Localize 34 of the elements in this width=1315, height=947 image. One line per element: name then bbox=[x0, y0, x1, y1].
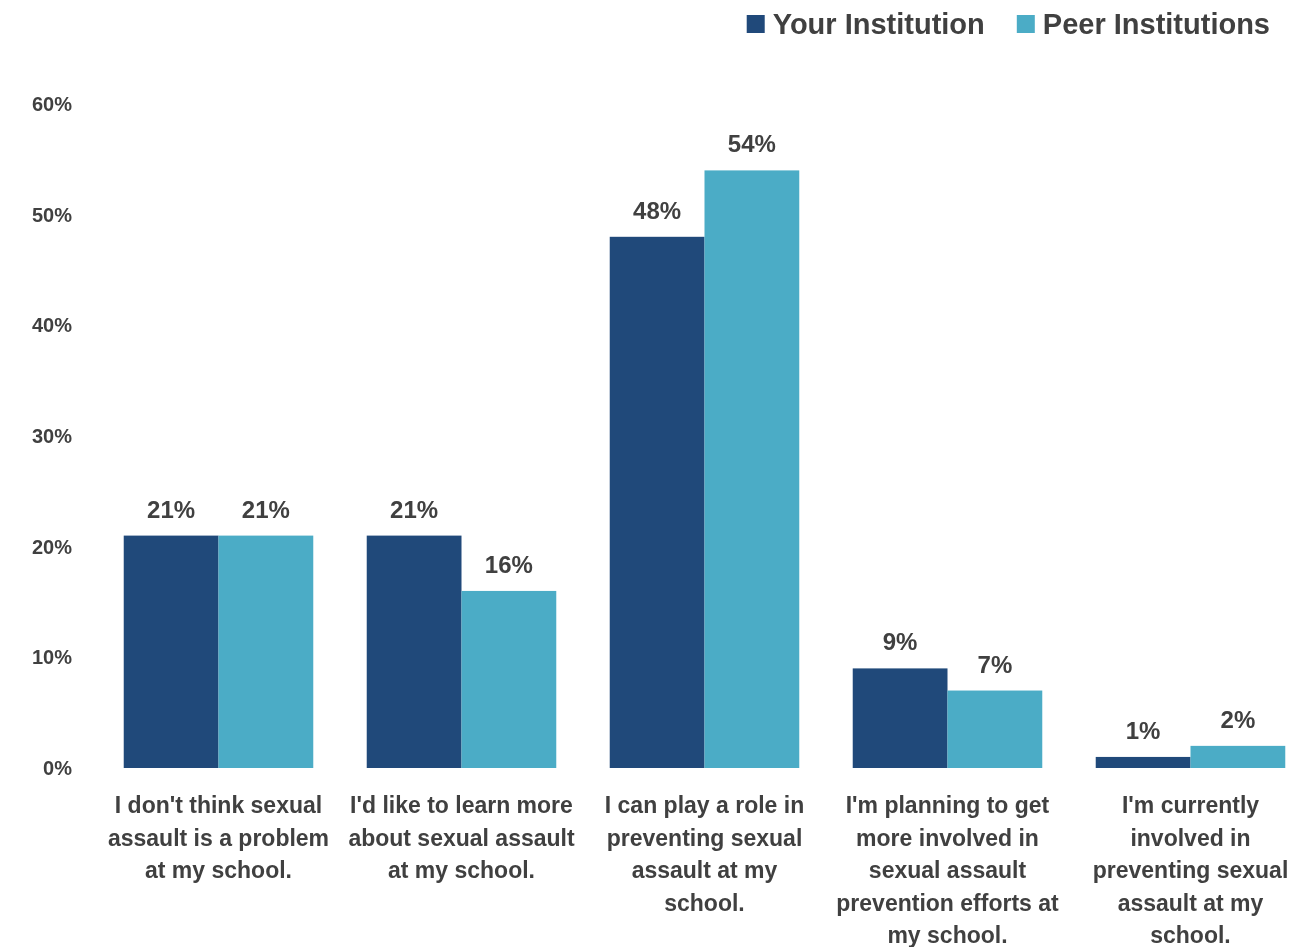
x-tick-label: I'm planning to get more involved in sexual assault prevention efforts at my school. bbox=[836, 792, 1060, 947]
y-tick-label: 60% bbox=[31, 93, 73, 115]
y-tick-label: 30% bbox=[31, 425, 73, 447]
x-tick-label: I don't think sexual assault is a problem at my school. bbox=[107, 792, 330, 883]
y-tick-label: 20% bbox=[31, 535, 73, 558]
y-tick-label: 0% bbox=[43, 757, 73, 779]
bar bbox=[366, 535, 462, 768]
bar bbox=[704, 170, 800, 768]
bar bbox=[123, 535, 219, 768]
bar bbox=[609, 236, 705, 768]
data-label: 1% bbox=[1125, 716, 1161, 744]
bar bbox=[852, 668, 948, 768]
bar bbox=[947, 690, 1043, 768]
data-label: 2% bbox=[1220, 705, 1256, 733]
data-label: 9% bbox=[882, 628, 918, 656]
y-tick-label: 10% bbox=[31, 646, 73, 669]
data-label: 7% bbox=[977, 650, 1013, 678]
x-tick-label: I can play a role in preventing sexual assault at my school. bbox=[604, 792, 805, 916]
x-tick-label: I'm currently involved in preventing sexual assault at my school. bbox=[1092, 792, 1289, 947]
x-tick-label: I'd like to learn more about sexual assault at my school. bbox=[348, 792, 575, 883]
bar bbox=[218, 535, 314, 768]
y-tick-label: 50% bbox=[31, 203, 73, 226]
data-label: 48% bbox=[633, 196, 682, 224]
bar bbox=[1190, 745, 1286, 768]
bar bbox=[1095, 756, 1191, 768]
data-label: 16% bbox=[484, 550, 533, 578]
data-label: 21% bbox=[241, 495, 290, 523]
data-label: 21% bbox=[147, 495, 196, 523]
legend-label: Peer Institutions bbox=[1042, 8, 1270, 40]
data-label: 54% bbox=[727, 130, 776, 158]
legend-label: Your Institution bbox=[772, 8, 985, 40]
bar bbox=[461, 590, 557, 768]
data-label: 21% bbox=[390, 495, 439, 523]
y-tick-label: 40% bbox=[31, 314, 73, 337]
